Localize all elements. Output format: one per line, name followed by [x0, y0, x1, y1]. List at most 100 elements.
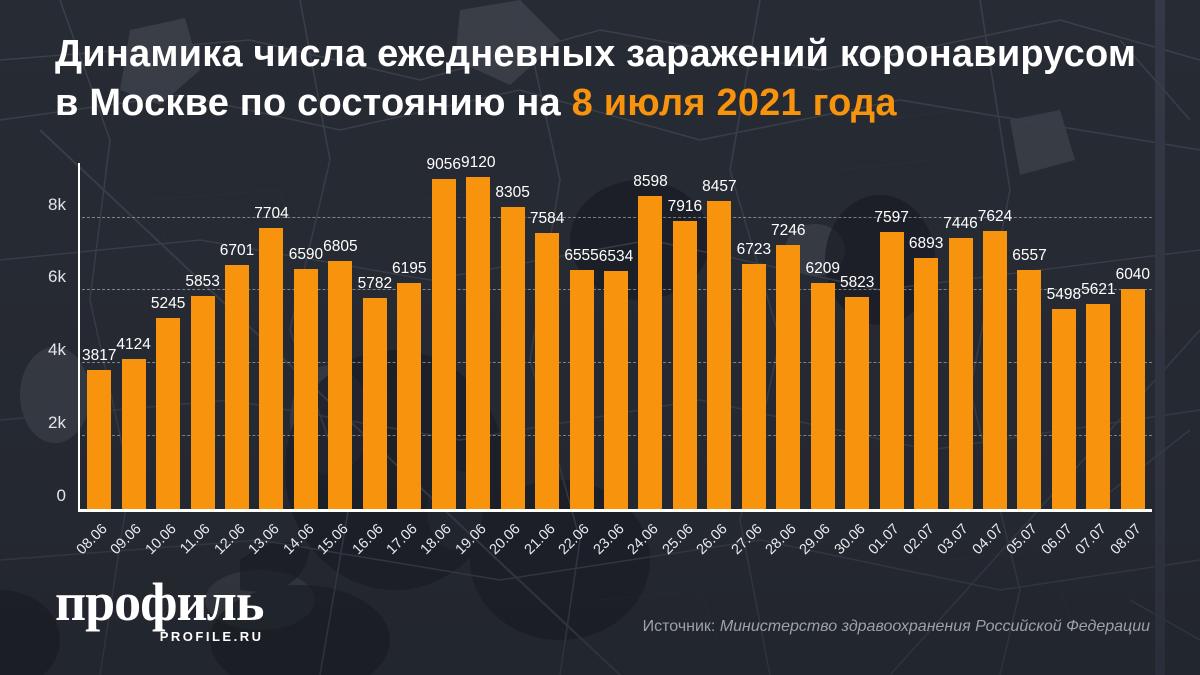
- bar: [87, 369, 112, 509]
- bar-slot: 8598 24.06: [625, 163, 668, 558]
- bar: [1017, 270, 1042, 509]
- bar-value-label: 5498: [1046, 285, 1082, 303]
- bar-slot: 6590 14.06: [280, 163, 324, 558]
- y-tick-label: 0: [56, 486, 66, 505]
- bar-slot: 5782 16.06: [349, 163, 393, 558]
- bar: [500, 206, 525, 509]
- bar-slot: 9120 19.06: [453, 154, 496, 558]
- bar-slot: 5621 07.07: [1073, 163, 1116, 558]
- bar-slot: 6534 23.06: [590, 163, 633, 558]
- bar: [431, 179, 456, 509]
- bar-slot: 6040 08.07: [1107, 163, 1151, 558]
- bar-value-label: 9120: [460, 153, 496, 171]
- bar-slot: 4124 09.06: [108, 163, 151, 558]
- bar: [121, 358, 146, 509]
- bar-slot: 8457 26.06: [694, 163, 737, 558]
- y-tick-label: 4k: [48, 340, 66, 360]
- y-tick-label: 2k: [48, 413, 66, 433]
- bar: [776, 245, 801, 509]
- bar-value-label: 7584: [529, 209, 565, 227]
- bar-slot: 6701 12.06: [211, 163, 255, 558]
- bar: [569, 270, 594, 509]
- bar-value-label: 3817: [81, 346, 117, 364]
- bar-value-label: 9056: [426, 156, 461, 174]
- bar: [948, 237, 973, 509]
- bar: [328, 261, 353, 509]
- bar: [810, 282, 835, 509]
- bar: [983, 231, 1007, 509]
- bar: [293, 269, 318, 509]
- bar-slot: 6555 22.06: [556, 163, 599, 558]
- bar-slot: 7246 28.06: [763, 163, 806, 558]
- gridline-8k: [82, 216, 1152, 218]
- source-prefix: Источник:: [642, 618, 720, 635]
- bar-value-label: 7246: [771, 222, 806, 240]
- bar: [604, 271, 629, 509]
- bar-slot: 6893 02.07: [900, 163, 944, 558]
- bar: [466, 176, 491, 509]
- bar-slot: 5853 11.06: [178, 163, 220, 557]
- bar: [259, 228, 284, 509]
- y-tick-label: 6k: [48, 267, 66, 287]
- source-attribution: Источник: Министерство здравоохранения Р…: [643, 618, 1150, 636]
- bar-slot: 6195 17.06: [384, 163, 427, 558]
- bar-slot: 5498 06.07: [1038, 163, 1082, 558]
- bar-value-label: 4124: [116, 335, 151, 353]
- bar: [638, 195, 663, 509]
- bar-slot: 7624 04.07: [969, 163, 1013, 558]
- bar-slot: 5245 10.06: [142, 163, 186, 558]
- bar: [1120, 289, 1145, 509]
- logo-url: PROFILE.RU: [159, 629, 264, 644]
- bar-value-label: 6590: [288, 246, 324, 263]
- title-line2-prefix: в Москве по состоянию на: [55, 82, 572, 124]
- bar-value-label: 5621: [1081, 281, 1116, 299]
- bar: [707, 201, 732, 509]
- bar-value-label: 5823: [839, 273, 875, 291]
- bar: [1086, 304, 1111, 509]
- bar-value-label: 7704: [254, 205, 289, 223]
- bar: [879, 232, 904, 509]
- bar-value-label: 7597: [874, 209, 909, 227]
- bar-slot: 7597 01.07: [866, 163, 909, 558]
- bar: [741, 264, 766, 509]
- bar-value-label: 7624: [977, 208, 1013, 226]
- bar-slot: 9056 18.06: [418, 156, 461, 558]
- bar-slot: 6723 27.06: [728, 163, 772, 558]
- bar-value-label: 6701: [219, 241, 255, 259]
- source-name: Министерство здравоохранения Российской …: [719, 618, 1150, 635]
- bar-value-label: 5853: [185, 272, 220, 290]
- bar-slot: 7916 25.06: [659, 163, 703, 558]
- bars-layer: 3817 08.06 4124 09.06 5245 10.06 5853 11.06 6701…: [74, 154, 1152, 558]
- bar-slot: 7446 03.07: [935, 163, 978, 558]
- bar-value-label: 6557: [1012, 247, 1047, 265]
- profile-logo: профиль PROFILE.RU: [55, 572, 264, 644]
- bar: [225, 264, 250, 509]
- bar: [397, 283, 422, 509]
- bar-slot: 3817 08.06: [74, 163, 117, 558]
- bar-slot: 7584 21.06: [521, 163, 565, 558]
- bar: [1051, 308, 1076, 509]
- bar-value-label: 6723: [736, 241, 772, 259]
- bar: [156, 317, 181, 509]
- bar-value-label: 6209: [805, 259, 840, 277]
- bar-value-label: 6805: [323, 238, 358, 256]
- page-title: Динамика числа ежедневных заражений коро…: [55, 30, 1136, 128]
- bar-value-label: 8598: [633, 172, 668, 190]
- logo-wordmark: профиль: [55, 572, 264, 632]
- bar-value-label: 6195: [392, 260, 427, 278]
- bar-slot: 6209 29.06: [797, 163, 840, 558]
- bar: [535, 232, 560, 509]
- bar-value-label: 5782: [357, 275, 393, 293]
- bar-chart: 0 2k 4k 6k 8k 3817 08.06 4124 09.06 5245 10.06 585…: [48, 154, 1152, 558]
- title-date-highlight: 8 июля 2021 года: [571, 82, 897, 124]
- bar: [845, 296, 870, 509]
- y-tick-label: 8k: [48, 194, 66, 214]
- bar-value-label: 6555: [564, 247, 599, 265]
- bar-value-label: 6040: [1115, 266, 1151, 284]
- bar-value-label: 5245: [150, 294, 186, 312]
- bar-value-label: 6893: [908, 234, 944, 252]
- bar-slot: 6557 05.07: [1004, 163, 1047, 558]
- bar-value-label: 7916: [667, 197, 703, 215]
- bar-slot: 8305 20.06: [487, 163, 530, 558]
